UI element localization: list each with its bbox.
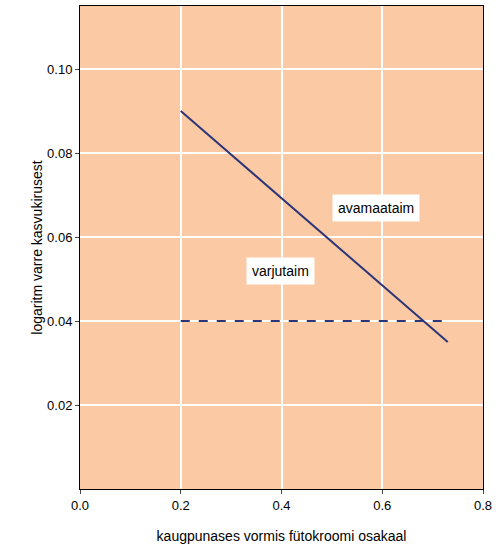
svg-text:0.02: 0.02 — [47, 398, 72, 413]
svg-text:0.2: 0.2 — [172, 498, 190, 513]
svg-text:avamaataim: avamaataim — [338, 200, 414, 216]
svg-text:0.8: 0.8 — [474, 498, 492, 513]
svg-text:0.08: 0.08 — [47, 146, 72, 161]
svg-text:0.6: 0.6 — [373, 498, 391, 513]
svg-text:logaritm varre kasvukirusest: logaritm varre kasvukirusest — [29, 160, 45, 334]
svg-text:0.04: 0.04 — [47, 314, 72, 329]
svg-text:0.06: 0.06 — [47, 230, 72, 245]
svg-text:varjutaim: varjutaim — [252, 263, 309, 279]
svg-text:kaugpunases vormis fütokroomi: kaugpunases vormis fütokroomi osakaal — [157, 528, 407, 544]
svg-text:0.4: 0.4 — [272, 498, 290, 513]
svg-text:0.10: 0.10 — [47, 62, 72, 77]
svg-text:0.0: 0.0 — [71, 498, 89, 513]
